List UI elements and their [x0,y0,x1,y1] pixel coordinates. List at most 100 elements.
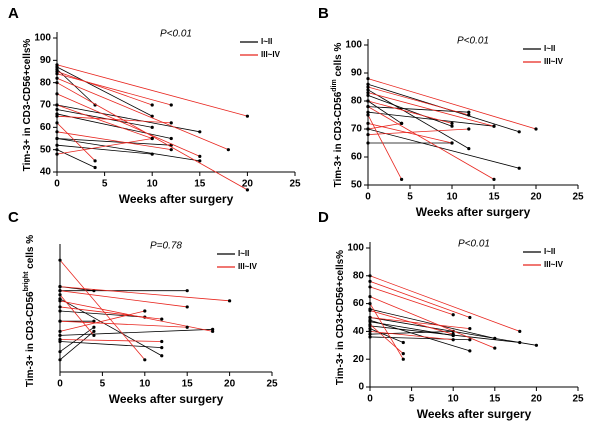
y-tick-label: 50 [351,180,363,191]
data-point [185,325,189,329]
patient-line [59,290,188,308]
data-point [55,81,59,85]
data-point [517,166,521,170]
patient-line [369,328,404,343]
patient-line [369,319,470,352]
data-point [450,124,454,128]
panel-label: B [318,5,329,22]
data-point [368,308,372,313]
y-label-part: Tim-3+ in CD3+CD56+cells% [335,250,346,385]
patient-line [59,331,95,361]
patient-line [59,294,95,336]
y-tick-label: 70 [40,100,52,111]
data-point [366,121,370,125]
y-label-part: dim [331,79,338,91]
patient-line [367,100,402,124]
data-point [55,136,59,141]
y-tick-label: 40 [40,167,52,178]
y-axis-label: Tim-3+ in CD3+CD56+cells% [335,250,346,385]
x-tick-label: 5 [407,192,413,203]
data-point [366,82,370,86]
data-point [58,258,62,262]
data-point [55,69,59,74]
patient-line [56,104,153,139]
patient-line [59,259,146,361]
data-point [160,346,164,350]
patient-line [56,113,172,139]
patient-line [56,73,172,106]
y-label-part: Tim-3+ in CD3-CD56 [25,291,36,387]
data-point [368,274,372,278]
patient-line [56,138,172,146]
y-tick-label: 60 [40,122,52,133]
y-tick-label: 80 [40,77,52,88]
data-point [92,319,96,323]
patient-line [59,328,213,336]
data-point [451,338,455,342]
legend-label: I~II [544,247,555,256]
x-tick-label: 0 [57,379,63,390]
y-tick-label: 50 [40,144,52,155]
data-point [55,76,59,80]
data-point [534,127,538,131]
x-tick-label: 20 [224,379,236,390]
x-tick-label: 25 [572,394,584,405]
patient-line [367,123,402,130]
data-point [198,159,202,163]
data-point [93,165,97,170]
patient-line [367,128,520,169]
x-tick-label: 0 [54,179,60,190]
data-point [169,103,173,107]
data-point [55,121,59,125]
patient-line [56,122,96,162]
data-point [366,141,370,145]
data-point [55,63,59,67]
x-tick-label: 10 [139,379,151,390]
patient-line [369,286,454,316]
patient-line [367,106,469,113]
data-point [169,148,173,152]
data-point [93,159,97,163]
data-point [150,136,154,141]
patient-line [59,320,188,328]
data-point [160,317,164,321]
patient-line [367,86,469,116]
data-point [55,103,59,107]
data-point [150,114,154,118]
data-point [368,320,372,324]
data-point [401,352,405,356]
patient-line [369,317,470,330]
x-tick-label: 10 [147,179,159,190]
data-point [58,319,62,323]
data-point [169,136,173,141]
data-point [58,285,62,289]
data-point [245,188,249,192]
data-point [58,289,62,293]
patient-line [56,138,153,155]
y-label-part: bright [23,271,30,291]
patient-line [369,275,520,332]
data-point [55,107,59,112]
patient-line [369,324,404,354]
patient-line [56,138,200,162]
patient-line [56,82,248,191]
data-point [401,340,405,345]
data-point [366,93,370,97]
patient-line [59,310,145,332]
patient-line [369,308,495,339]
data-point [467,110,471,114]
x-tick-label: 0 [365,192,371,203]
patient-line [56,68,96,106]
legend-label: III~IV [238,262,258,271]
patient-line [367,128,469,135]
patient-line [367,106,495,180]
data-point [518,329,522,333]
x-tick-label: 20 [531,394,543,405]
data-point [368,327,372,331]
patient-line [56,66,153,117]
data-point [55,130,59,134]
x-tick-label: 5 [102,179,108,190]
data-point [55,148,59,152]
data-point [366,133,370,137]
y-tick-label: 100 [347,243,364,254]
